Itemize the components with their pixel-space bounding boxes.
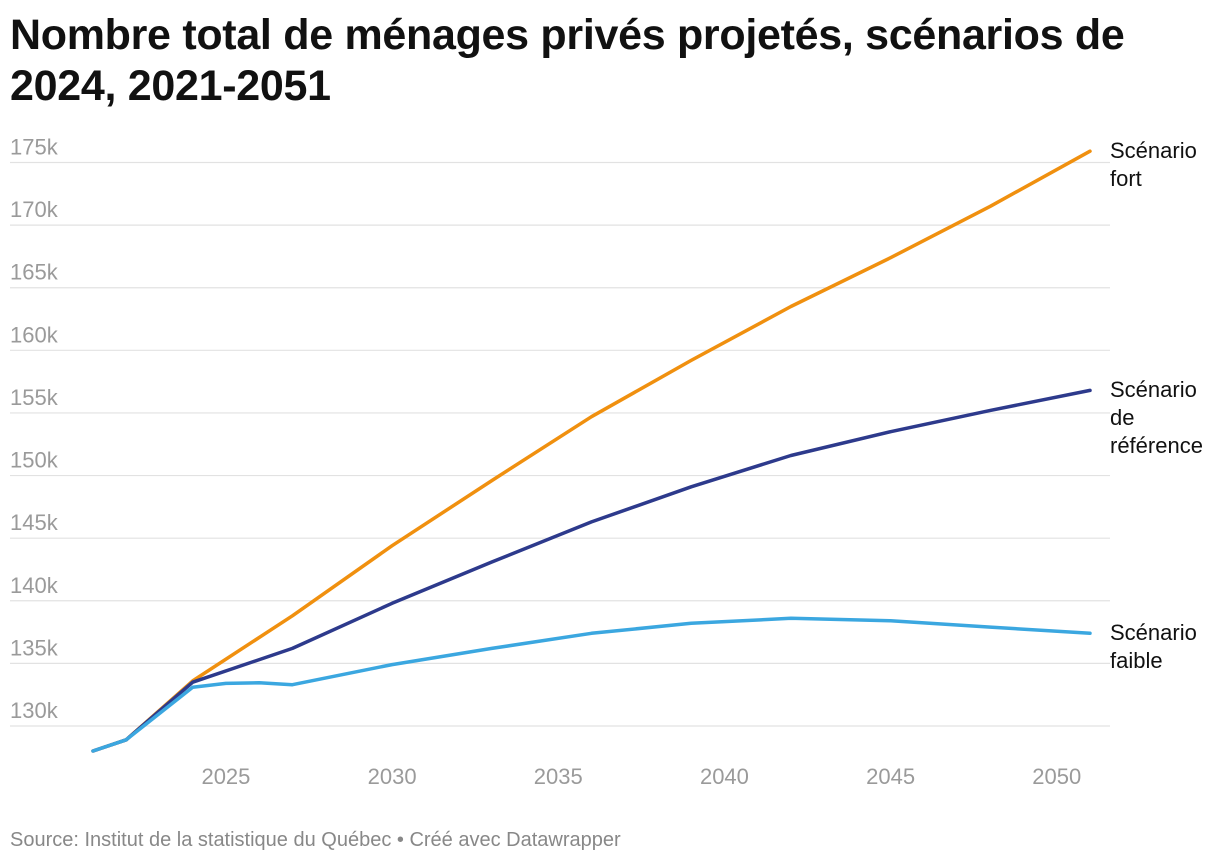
- y-axis-ticks: 130k 135k 140k 145k 150k 155k 160k 165k 170k 175k: [10, 135, 59, 724]
- series-line: [91, 149, 1092, 753]
- y-tick-label: 145k: [10, 510, 59, 535]
- x-tick-label: 2025: [201, 764, 250, 789]
- series-lines: [91, 149, 1092, 753]
- series-line: [91, 616, 1092, 753]
- series-label: Scénario fort: [1110, 138, 1197, 191]
- source-footer: Source: Institut de la statistique du Qu…: [10, 829, 621, 851]
- y-tick-label: 165k: [10, 260, 59, 285]
- x-tick-label: 2050: [1032, 764, 1081, 789]
- y-tick-label: 160k: [10, 322, 59, 347]
- series-line: [91, 388, 1092, 753]
- y-tick-label: 150k: [10, 448, 59, 473]
- y-tick-label: 135k: [10, 635, 59, 660]
- x-tick-label: 2045: [866, 764, 915, 789]
- x-tick-label: 2040: [700, 764, 749, 789]
- series-labels: Scénario fort Scénario de référence Scénario f…: [1110, 138, 1203, 673]
- y-tick-label: 170k: [10, 197, 59, 222]
- y-tick-label: 155k: [10, 385, 59, 410]
- y-tick-label: 175k: [10, 135, 59, 160]
- y-tick-label: 140k: [10, 573, 59, 598]
- x-tick-label: 2030: [368, 764, 417, 789]
- x-tick-label: 2035: [534, 764, 583, 789]
- series-label: Scénario faible: [1110, 620, 1197, 673]
- y-tick-label: 130k: [10, 698, 59, 723]
- series-label: Scénario de référence: [1110, 377, 1203, 458]
- x-axis-ticks: 2025 2030 2035 2040 2045 2050: [201, 764, 1081, 789]
- gridlines: [10, 161, 1110, 727]
- chart-title: Nombre total de ménages privés projetés,…: [10, 11, 1125, 110]
